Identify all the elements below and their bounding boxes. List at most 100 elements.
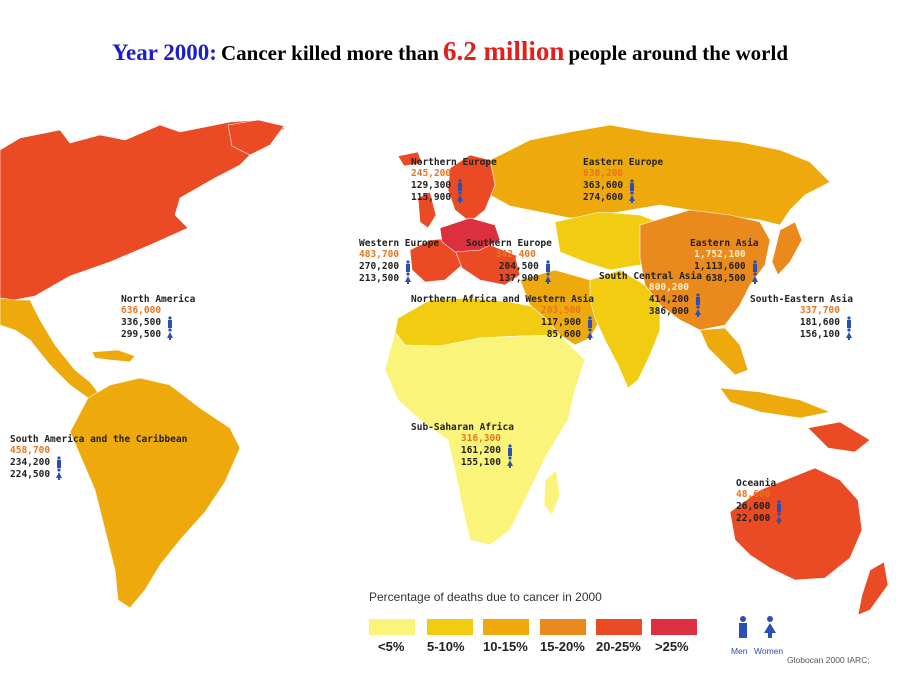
region-name: Eastern Asia [690,238,759,249]
legend-women-label: Women [754,646,784,656]
map-title: Year 2000: Cancer killed more than 6.2 m… [0,36,900,67]
region-men: 181,600 [750,316,853,328]
man-icon [739,616,747,638]
man-icon [57,456,62,468]
legend-label-lt5: <5% [378,639,405,654]
region-name: Southern Europe [466,238,552,249]
region-men: 204,500 [466,260,552,272]
new-guinea-shape [807,421,871,453]
region-name: South-Eastern Asia [750,294,853,305]
region-northern-europe: Northern Europe 245,200 129,300 115,900 [411,157,497,203]
region-men: 129,300 [411,179,497,191]
legend-swatch-5-10 [427,619,473,635]
region-women: 274,600 [583,191,663,203]
madagascar-shape [543,469,561,516]
legend-label-10-15: 10-15% [483,639,528,654]
region-total: 48,600 [736,489,771,500]
woman-icon [845,328,852,340]
region-name: Eastern Europe [583,157,664,168]
region-south-central-asia: South Central Asia 800,200 414,200 386,0… [599,271,702,317]
region-eastern-europe: Eastern Europe 638,200 363,600 274,600 [583,157,663,203]
region-men: 270,200 [359,260,439,272]
woman-icon [506,456,513,468]
legend-men-label: Men [731,646,748,656]
region-sub-saharan-africa: Sub-Saharan Africa 316,300 161,200 155,1… [411,422,514,468]
uk-shape [417,191,437,229]
title-text: Cancer killed more than [220,41,439,65]
region-oceania: Oceania 48,600 26,600 22,000 [736,478,783,524]
woman-icon [405,272,412,284]
region-total: 245,200 [411,168,452,179]
man-icon [630,179,635,191]
mexico-central-america-shape [0,297,101,399]
man-icon [588,316,593,328]
region-total: 342,400 [495,249,536,260]
region-name: Northern Africa and Western Asia [411,294,595,305]
sub-saharan-africa-shape [384,331,586,546]
region-total: 316,300 [460,433,501,444]
region-name: Sub-Saharan Africa [411,422,514,433]
man-icon [406,260,411,272]
region-name: North America [121,294,196,305]
region-women: 156,100 [750,328,853,340]
legend-label-20-25: 20-25% [596,639,641,654]
region-total: 800,200 [648,282,689,293]
source-credit: Globocan 2000 IARC; [787,655,870,665]
title-highlight: 6.2 million [442,36,565,66]
region-women: 386,000 [599,305,702,317]
australia-shape [729,467,863,581]
region-name: Western Europe [359,238,440,249]
title-year: Year 2000: [111,40,217,65]
region-northern-africa-western-asia: Northern Africa and Western Asia 203,500… [411,294,594,340]
region-eastern-asia: Eastern Asia 1,752,100 1,113,600 638,500 [690,238,759,284]
woman-icon [629,191,636,203]
region-women: 224,500 [10,468,187,480]
woman-icon [56,468,63,480]
greenland-shape [227,119,285,156]
region-name: South America and the Caribbean [10,434,188,445]
region-men: 414,200 [599,293,702,305]
region-men: 234,200 [10,456,187,468]
region-name: Oceania [736,478,777,489]
iceland-shape [397,151,423,167]
region-men: 161,200 [411,444,514,456]
region-name: Northern Europe [411,157,497,168]
man-icon [695,293,700,305]
legend-title: Percentage of deaths due to cancer in 20… [369,590,602,604]
region-men: 363,600 [583,179,663,191]
woman-icon [587,328,594,340]
legend-label-15-20: 15-20% [540,639,585,654]
region-southern-europe: Southern Europe 342,400 204,500 137,900 [466,238,552,284]
region-women: 299,500 [121,328,195,340]
south-east-asia-shape [699,327,749,376]
region-women: 115,900 [411,191,497,203]
woman-icon [764,616,776,638]
legend-label-gt25: >25% [655,639,689,654]
south-asia-shape [589,269,661,389]
new-zealand-shape [857,561,889,616]
woman-icon [776,512,783,524]
woman-icon [167,328,174,340]
legend-swatch-15-20 [540,619,586,635]
legend-swatch-lt5 [369,619,415,635]
south-america-shape [69,377,241,609]
region-women: 155,100 [411,456,514,468]
legend-swatch-20-25 [596,619,642,635]
northern-europe-shape [447,154,496,223]
southern-europe-shape [454,244,521,286]
region-south-eastern-asia: South-Eastern Asia 337,700 181,600 156,1… [750,294,853,340]
region-women: 85,600 [411,328,594,340]
man-icon [545,260,550,272]
legend-label-5-10: 5-10% [427,639,465,654]
legend-swatch-gt25 [651,619,697,635]
region-total: 203,500 [540,305,582,316]
region-western-europe: Western Europe 483,700 270,200 213,500 [359,238,439,284]
region-total: 638,200 [583,168,624,179]
man-icon [752,260,757,272]
region-south-america: South America and the Caribbean 458,700 … [10,434,187,480]
legend-swatch-10-15 [483,619,529,635]
woman-icon [544,272,551,284]
region-women: 638,500 [690,272,759,284]
region-men: 117,900 [411,316,594,328]
